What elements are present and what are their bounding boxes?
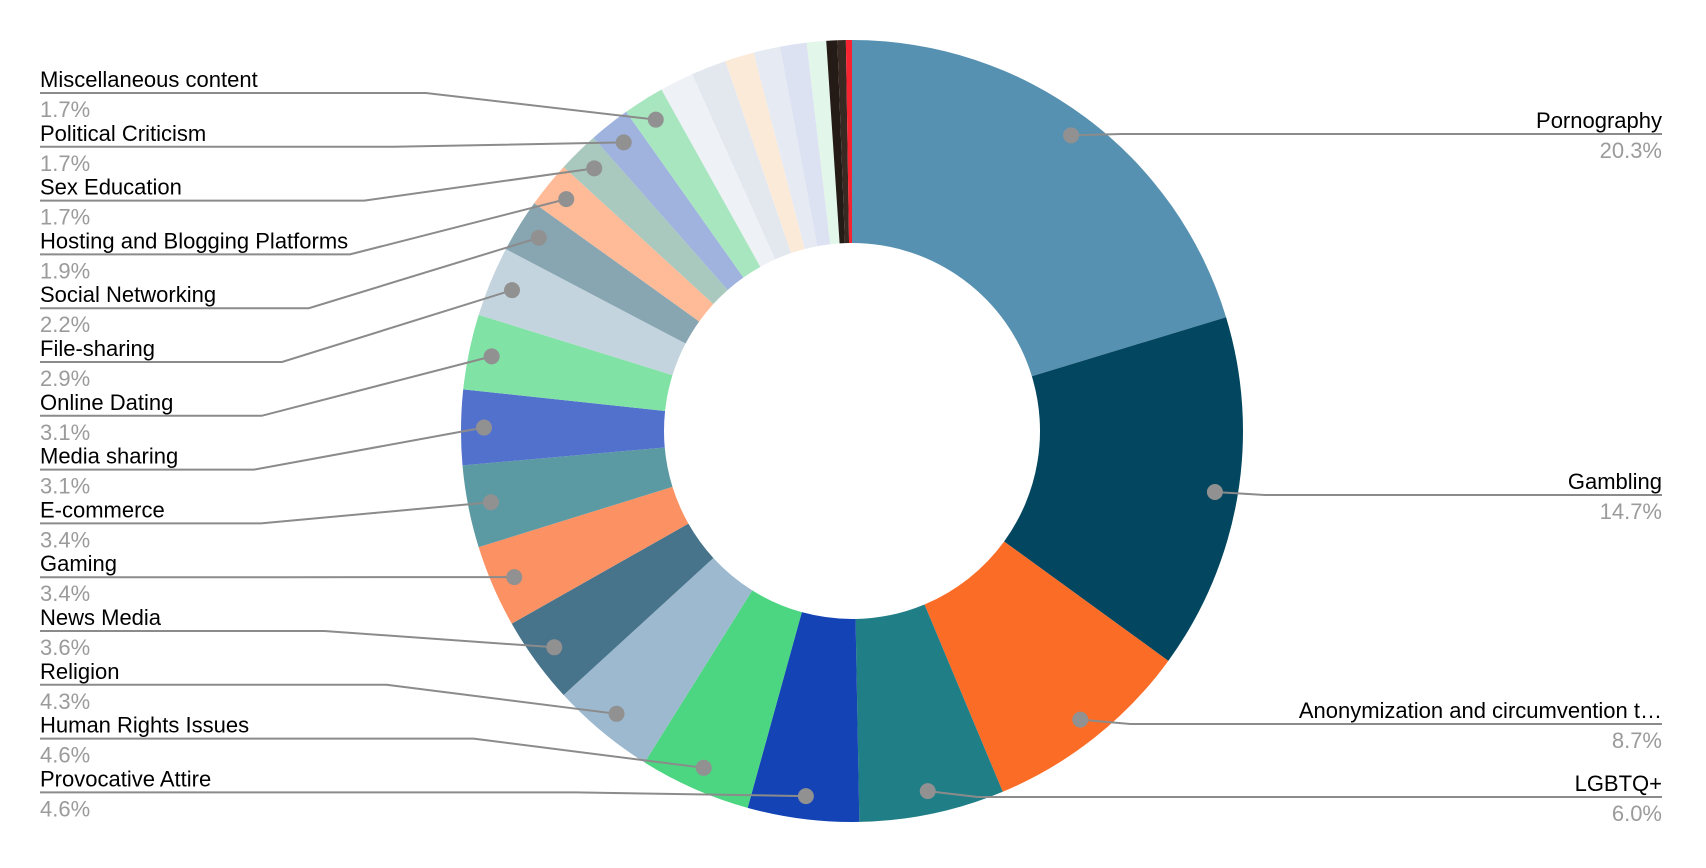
slice-percent-pornography: 20.3% bbox=[1600, 138, 1662, 163]
slice-percent-online-dating: 3.1% bbox=[40, 420, 90, 445]
slice-percent-social-networking: 2.2% bbox=[40, 312, 90, 337]
slice-label-hosting-and-blogging-platforms: Hosting and Blogging Platforms bbox=[40, 228, 348, 253]
slice-percent-file-sharing: 2.9% bbox=[40, 366, 90, 391]
pie-slice-news-media[interactable] bbox=[511, 523, 714, 696]
pie-slice-pornography[interactable] bbox=[852, 40, 1227, 377]
slice-percent-miscellaneous-content: 1.7% bbox=[40, 97, 90, 122]
slice-percent-e-commerce: 3.4% bbox=[40, 527, 90, 552]
leader-line bbox=[40, 289, 513, 363]
pie-slice-unlabeled-19[interactable] bbox=[692, 61, 792, 260]
slice-label-news-media: News Media bbox=[40, 605, 162, 630]
leader-dot bbox=[504, 282, 521, 299]
leader-line bbox=[40, 426, 485, 471]
slice-percent-anonymization-and-circumvention-t: 8.7% bbox=[1612, 728, 1662, 753]
slice-label-sex-education: Sex Education bbox=[40, 175, 182, 200]
pie-slice-unlabeled-22[interactable] bbox=[779, 42, 831, 247]
slice-label-media-sharing: Media sharing bbox=[40, 444, 178, 469]
leader-line bbox=[40, 683, 617, 715]
slice-label-pornography: Pornography bbox=[1536, 108, 1662, 133]
slice-percent-human-rights-issues: 4.6% bbox=[40, 743, 90, 768]
slice-percent-media-sharing: 3.1% bbox=[40, 474, 90, 499]
leader-line bbox=[40, 141, 624, 148]
leader-dot bbox=[647, 111, 664, 128]
slice-percent-political-criticism: 1.7% bbox=[40, 151, 90, 176]
pie-slice-unlabeled-21[interactable] bbox=[753, 46, 818, 250]
slice-label-political-criticism: Political Criticism bbox=[40, 121, 206, 146]
slice-label-religion: Religion bbox=[40, 659, 120, 684]
slice-percent-religion: 4.3% bbox=[40, 689, 90, 714]
pie-slice-gaming[interactable] bbox=[478, 486, 689, 624]
slice-percent-sex-education: 1.7% bbox=[40, 205, 90, 230]
leader-line bbox=[40, 92, 656, 121]
pie-slice-e-commerce[interactable] bbox=[462, 447, 673, 548]
slice-label-miscellaneous-content: Miscellaneous content bbox=[40, 67, 258, 92]
leader-dot bbox=[1206, 483, 1223, 500]
slice-label-gambling: Gambling bbox=[1568, 469, 1662, 494]
pie-slice-political-criticism[interactable] bbox=[593, 111, 744, 290]
slice-percent-news-media: 3.6% bbox=[40, 635, 90, 660]
leader-line bbox=[1071, 133, 1662, 137]
leader-line bbox=[40, 167, 595, 202]
leader-dot bbox=[483, 348, 500, 365]
pie-slice-miscellaneous-content[interactable] bbox=[626, 89, 761, 278]
leader-dot bbox=[558, 191, 575, 208]
slice-percent-gaming: 3.4% bbox=[40, 581, 90, 606]
pie-slice-sex-education[interactable] bbox=[563, 137, 728, 305]
leader-dot bbox=[482, 494, 499, 511]
leader-dot bbox=[546, 639, 563, 656]
pie-slice-unlabeled-26[interactable] bbox=[845, 40, 852, 244]
pie-slice-anonymization-and-circumvention-t[interactable] bbox=[924, 541, 1169, 792]
pie-slice-gambling[interactable] bbox=[1004, 317, 1243, 661]
pie-slice-social-networking[interactable] bbox=[505, 203, 700, 344]
slice-percent-gambling: 14.7% bbox=[1600, 499, 1662, 524]
leader-dot bbox=[608, 705, 625, 722]
pie-slice-unlabeled-23[interactable] bbox=[806, 40, 840, 245]
leader-line bbox=[40, 630, 555, 649]
leader-line bbox=[40, 737, 704, 769]
slice-percent-provocative-attire: 4.6% bbox=[40, 796, 90, 821]
slice-label-lgbtq+: LGBTQ+ bbox=[1575, 771, 1662, 796]
pie-slice-unlabeled-25[interactable] bbox=[837, 40, 850, 244]
leader-dot bbox=[919, 783, 936, 800]
leader-line bbox=[1080, 718, 1662, 725]
leader-dot bbox=[530, 229, 547, 246]
leader-line bbox=[40, 501, 492, 525]
slice-percent-lgbtq+: 6.0% bbox=[1612, 801, 1662, 826]
slice-percent-hosting-and-blogging-platforms: 1.9% bbox=[40, 258, 90, 283]
leader-dot bbox=[586, 160, 603, 177]
leader-dot bbox=[615, 134, 632, 151]
slice-label-e-commerce: E-commerce bbox=[40, 497, 165, 522]
leader-dot bbox=[1072, 711, 1089, 728]
leader-dot bbox=[506, 569, 523, 586]
pie-slice-unlabeled-24[interactable] bbox=[826, 40, 845, 244]
pie-slice-hosting-and-blogging-platforms[interactable] bbox=[534, 166, 714, 322]
slice-label-gaming: Gaming bbox=[40, 551, 117, 576]
leader-line bbox=[40, 355, 492, 417]
slice-label-online-dating: Online Dating bbox=[40, 390, 173, 415]
leader-line bbox=[1214, 490, 1662, 496]
leader-line bbox=[40, 198, 567, 256]
pie-slice-media-sharing[interactable] bbox=[460, 389, 666, 466]
pie-slice-human-rights-issues[interactable] bbox=[644, 590, 802, 808]
pie-slice-file-sharing[interactable] bbox=[478, 249, 686, 376]
pie-slice-lgbtq+[interactable] bbox=[855, 604, 1003, 822]
slice-label-anonymization-and-circumvention-t: Anonymization and circumvention t… bbox=[1299, 698, 1662, 723]
leader-line bbox=[40, 791, 806, 798]
slice-label-file-sharing: File-sharing bbox=[40, 336, 155, 361]
leader-dot bbox=[797, 788, 814, 805]
leader-dot bbox=[695, 759, 712, 776]
slice-label-provocative-attire: Provocative Attire bbox=[40, 766, 211, 791]
leader-dot bbox=[1063, 127, 1080, 144]
pie-slice-unlabeled-20[interactable] bbox=[725, 52, 805, 254]
pie-slice-provocative-attire[interactable] bbox=[747, 612, 860, 822]
pie-slice-online-dating[interactable] bbox=[463, 314, 673, 411]
slice-label-social-networking: Social Networking bbox=[40, 282, 216, 307]
pie-slice-unlabeled-18[interactable] bbox=[661, 74, 776, 267]
leader-line bbox=[40, 236, 540, 310]
leader-dot bbox=[476, 419, 493, 436]
slice-label-human-rights-issues: Human Rights Issues bbox=[40, 713, 249, 738]
leader-line bbox=[927, 790, 1662, 798]
